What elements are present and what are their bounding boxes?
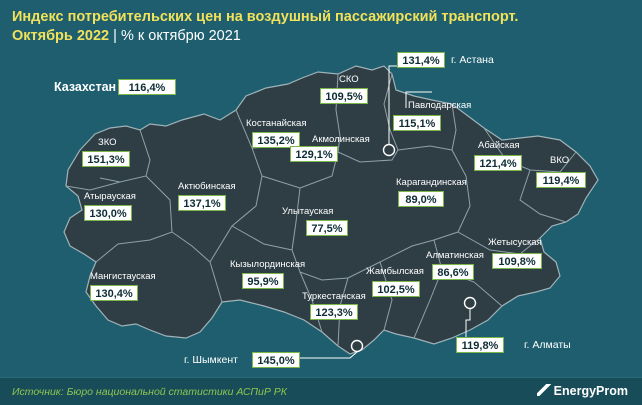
atyrau-label: Атырауская — [84, 191, 136, 202]
akmola-value: 129,1% — [290, 146, 338, 162]
title-line2: Октябрь 2022 | % к октябрю 2021 — [12, 27, 518, 46]
country-value: 116,4% — [118, 79, 176, 95]
kyzylorda-value: 95,9% — [242, 273, 284, 289]
almaty-marker — [463, 296, 477, 310]
title-line1: Индекс потребительских цен на воздушный … — [12, 9, 519, 25]
zhambyl-value: 102,5% — [372, 281, 420, 297]
astana-marker — [382, 143, 396, 157]
abai-label: Абайская — [478, 140, 520, 151]
turkestan-value: 123,3% — [310, 304, 358, 320]
almaty-city-label: г. Алматы — [524, 339, 571, 351]
brand-logo: EnergyProm — [536, 384, 628, 398]
astana-value: 131,4% — [397, 52, 445, 68]
mangistau-label: Мангистауская — [90, 271, 156, 282]
city-markers — [350, 143, 477, 353]
kyzylorda-label: Кызылординская — [230, 259, 306, 270]
chart-title: Индекс потребительских цен на воздушный … — [12, 8, 518, 46]
kostanay-label: Костанайская — [246, 118, 307, 129]
title-date: Октябрь 2022 — [12, 28, 110, 44]
zko-label: ЗКО — [98, 137, 117, 148]
turkestan-label: Туркестанская — [302, 291, 366, 302]
kostanay-value: 135,2% — [252, 132, 300, 148]
aktobe-label: Актюбинская — [178, 181, 236, 192]
zko-value: 151,3% — [82, 151, 130, 167]
karaganda-value: 89,0% — [398, 191, 444, 207]
abai-value: 121,4% — [474, 155, 522, 171]
brand-name: EnergyProm — [553, 384, 628, 398]
title-basis: % к октябрю 2021 — [120, 28, 241, 44]
shymkent-value: 145,0% — [252, 352, 300, 368]
footer: Источник: Бюро национальной статистики А… — [0, 377, 642, 405]
shymkent-marker — [350, 339, 364, 353]
mangistau-value: 130,4% — [90, 285, 138, 301]
source-note: Источник: Бюро национальной статистики А… — [12, 386, 287, 398]
ulytau-label: Улытауская — [282, 206, 334, 217]
country-shape — [63, 65, 599, 355]
sko-value: 109,5% — [320, 88, 368, 104]
akmola-label: Акмолинская — [312, 134, 370, 145]
pavlodar-label: Павлодарская — [408, 100, 472, 111]
title-separator: | — [113, 28, 117, 44]
atyrau-value: 130,0% — [84, 205, 132, 221]
almaty-city-value: 119,8% — [456, 337, 504, 353]
karaganda-label: Карагандинская — [396, 177, 467, 188]
vko-label: ВКО — [550, 155, 570, 166]
zhambyl-label: Жамбылская — [366, 266, 424, 277]
almaty-region-value: 86,6% — [432, 264, 474, 280]
ulytau-value: 77,5% — [306, 220, 348, 236]
astana-label: г. Астана — [451, 54, 494, 66]
country-label: Казахстан — [54, 80, 117, 94]
vko-value: 119,4% — [536, 172, 586, 188]
shymkent-label: г. Шымкент — [184, 354, 238, 366]
pavlodar-value: 115,1% — [393, 115, 441, 131]
almaty-region-label: Алматинская — [426, 250, 484, 261]
zhetysu-label: Жетысуская — [488, 237, 542, 248]
zhetysu-value: 109,8% — [492, 253, 542, 269]
sko-label: СКО — [339, 74, 359, 85]
energyprom-logo-icon — [536, 384, 551, 396]
aktobe-value: 137,1% — [178, 195, 226, 211]
